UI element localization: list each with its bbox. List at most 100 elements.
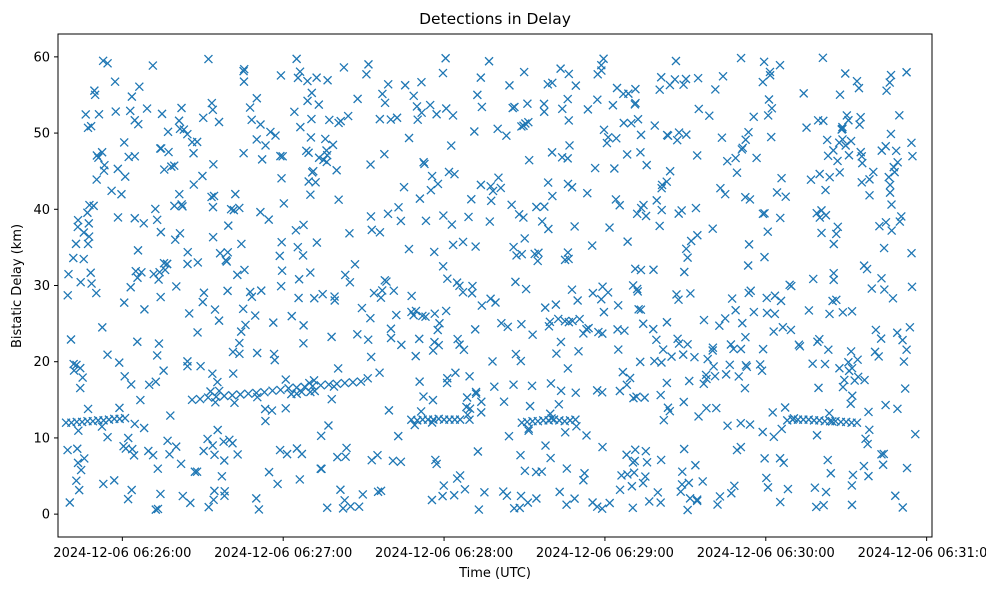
data-point [864, 471, 873, 481]
data-point [605, 223, 614, 233]
data-point [209, 486, 219, 496]
data-point [312, 238, 322, 248]
data-point [804, 305, 814, 315]
data-point [864, 425, 874, 435]
data-point [343, 111, 353, 121]
data-point [68, 253, 78, 263]
data-point [330, 292, 340, 302]
data-point [486, 181, 496, 191]
data-point [514, 209, 524, 219]
data-point [693, 73, 703, 83]
data-point [819, 500, 829, 510]
track-point [227, 390, 237, 400]
data-point [375, 368, 385, 378]
data-point [684, 376, 694, 386]
data-point [603, 287, 613, 297]
data-point [641, 211, 651, 221]
data-point [208, 440, 218, 450]
data-point [547, 147, 557, 157]
data-point [342, 443, 352, 453]
data-point [597, 387, 607, 397]
data-point [207, 192, 217, 202]
data-point [467, 288, 477, 298]
data-point [588, 288, 598, 298]
data-point [334, 118, 344, 128]
data-point [723, 421, 733, 431]
data-point [309, 293, 319, 303]
data-point [829, 239, 839, 249]
data-point [685, 493, 695, 503]
data-point [681, 244, 691, 254]
data-point [207, 369, 217, 379]
data-point [117, 189, 126, 199]
data-point [427, 418, 437, 427]
data-point [727, 294, 737, 303]
data-point [729, 344, 738, 354]
data-point [758, 77, 768, 87]
data-point [709, 361, 719, 371]
data-point [314, 153, 324, 163]
data-point [539, 107, 549, 117]
data-point [877, 146, 887, 156]
data-point [618, 367, 628, 377]
data-point [769, 432, 779, 442]
data-point [252, 134, 262, 144]
data-point [64, 269, 73, 279]
data-point [512, 250, 521, 260]
data-point [715, 183, 725, 193]
data-point [599, 307, 609, 317]
data-point [768, 407, 778, 417]
x-tick-label: 2024-12-06 06:29:00 [536, 546, 674, 561]
data-point [617, 470, 626, 480]
data-point [815, 213, 825, 223]
data-point [560, 316, 570, 326]
data-point [828, 296, 838, 306]
data-point [775, 60, 785, 70]
data-point [415, 194, 425, 204]
data-point [304, 148, 314, 158]
data-point [681, 74, 691, 84]
data-point [448, 110, 458, 120]
data-point [97, 147, 107, 157]
data-point [582, 430, 591, 440]
data-point [75, 363, 85, 373]
data-point [157, 109, 167, 119]
data-point [656, 72, 666, 82]
data-point [380, 275, 390, 285]
data-point [655, 85, 665, 95]
data-point [159, 165, 169, 175]
data-point [597, 504, 607, 514]
data-point [156, 292, 166, 302]
data-point [165, 449, 174, 459]
data-point [708, 224, 718, 234]
data-point [271, 131, 280, 141]
data-point [818, 116, 828, 126]
data-point [530, 249, 540, 259]
data-point [626, 118, 636, 128]
data-point [275, 151, 285, 161]
data-point [757, 366, 767, 376]
data-point [691, 203, 701, 213]
data-point [452, 474, 462, 484]
data-point [198, 297, 208, 307]
data-point [763, 110, 773, 120]
data-point [657, 180, 667, 190]
data-point [441, 306, 451, 316]
data-point [574, 346, 583, 356]
data-point [83, 404, 93, 414]
data-point [547, 191, 557, 201]
data-point [438, 491, 448, 501]
data-point [745, 420, 755, 430]
data-point [103, 432, 113, 442]
data-point [465, 415, 474, 425]
data-point [533, 256, 543, 266]
data-point [396, 216, 406, 226]
data-point [710, 371, 720, 381]
track-point [195, 394, 205, 404]
data-point [441, 53, 451, 63]
data-point [446, 141, 456, 151]
data-point [363, 373, 373, 383]
data-point [752, 153, 762, 163]
data-point [503, 322, 513, 332]
data-point [760, 208, 769, 218]
